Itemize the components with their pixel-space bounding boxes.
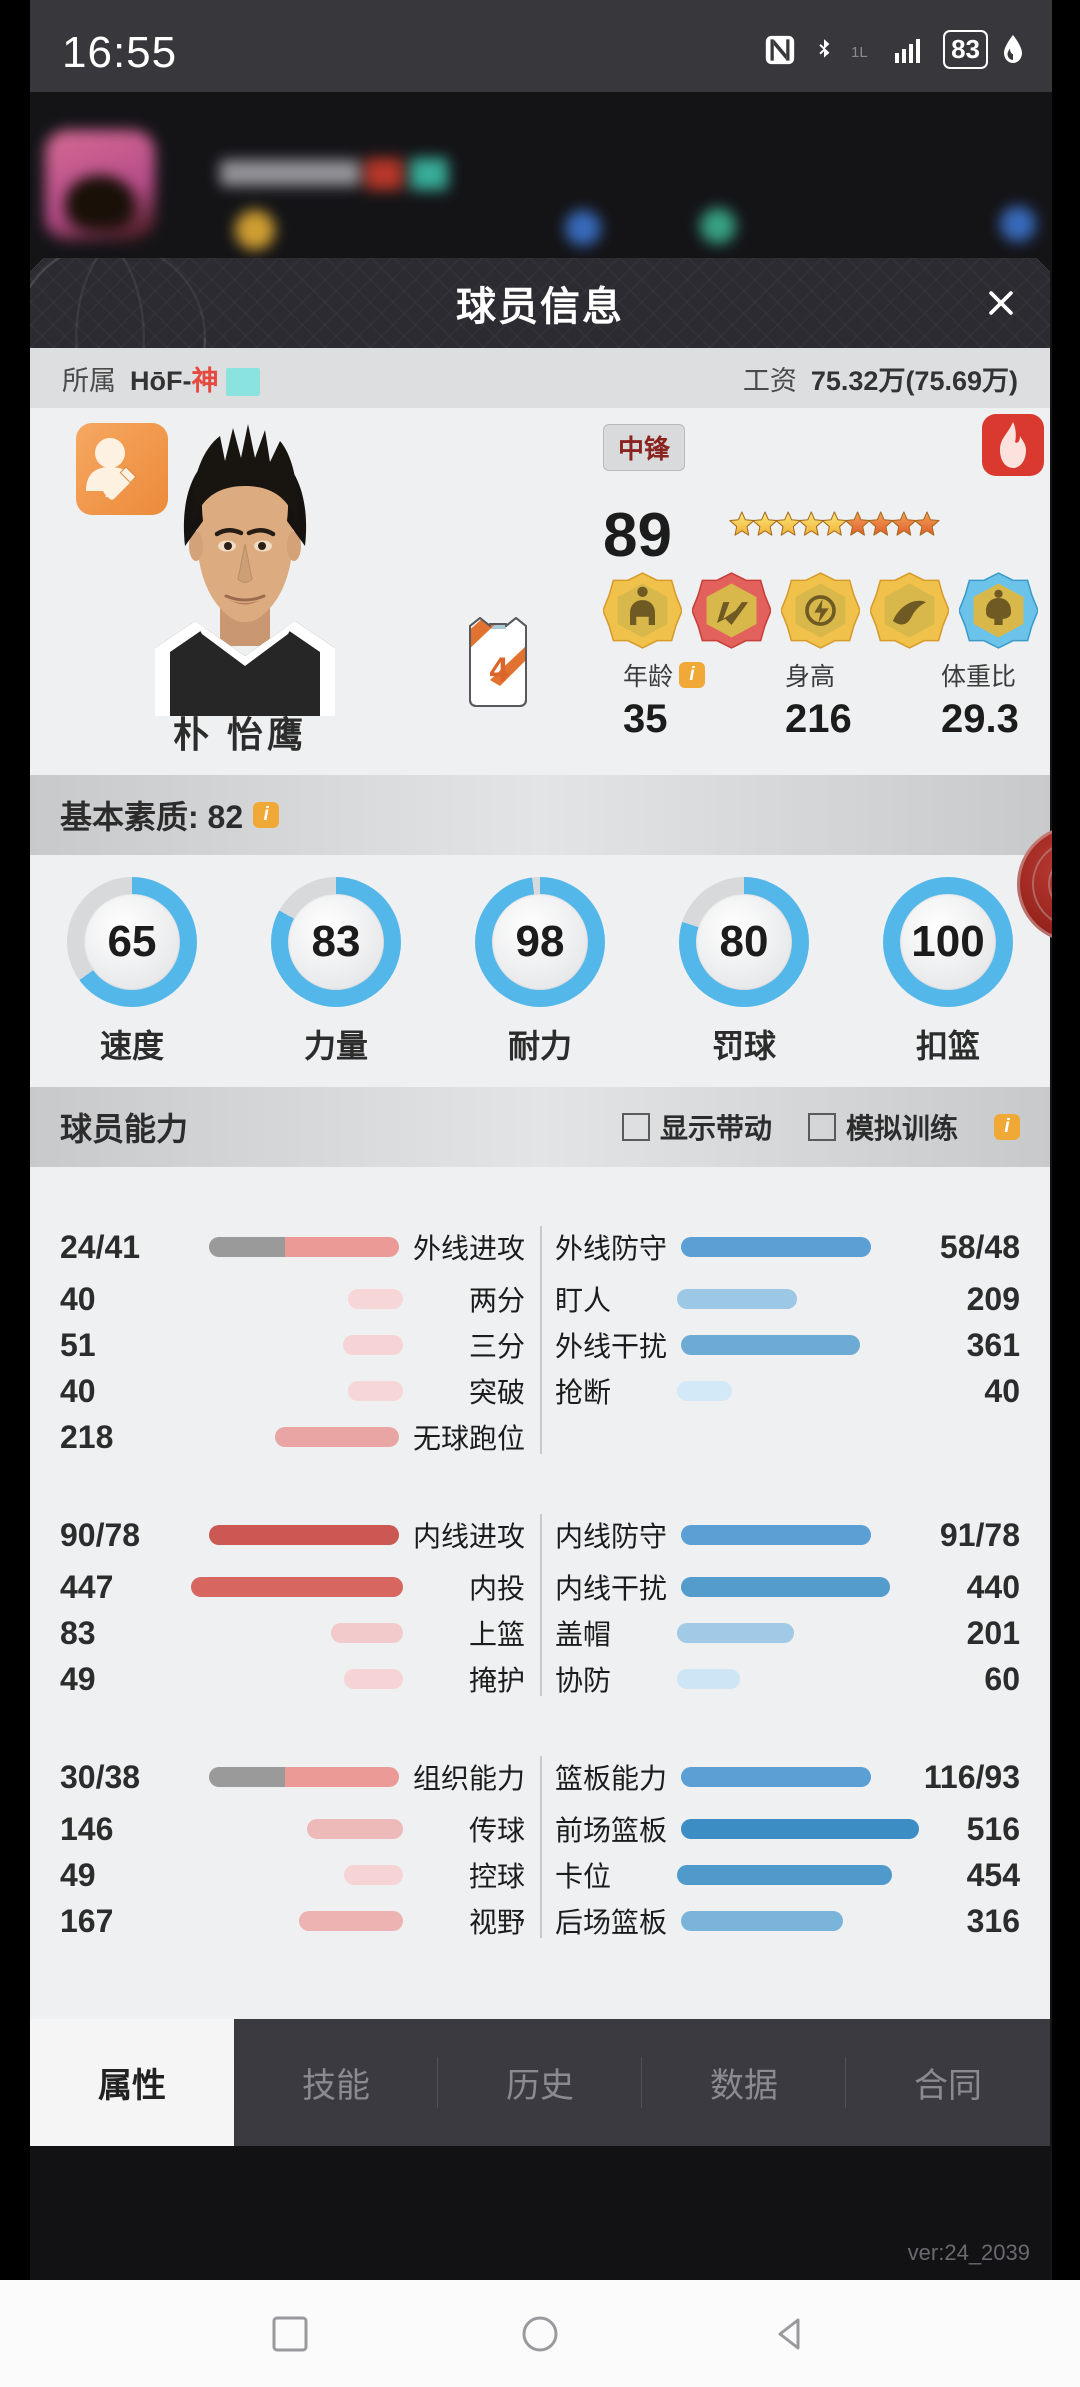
svg-text:1L: 1L <box>851 44 868 61</box>
svg-text:4: 4 <box>490 651 509 689</box>
